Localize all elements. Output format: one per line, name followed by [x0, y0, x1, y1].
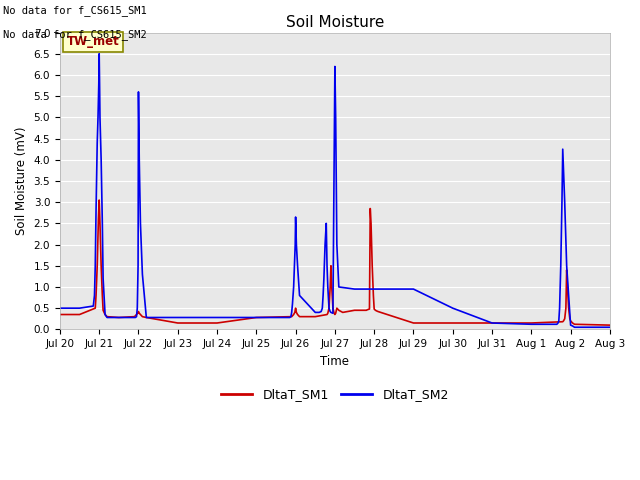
- DltaT_SM1: [312, 314, 319, 320]
- DltaT_SM2: [333, 242, 340, 248]
- DltaT_SM1: [369, 293, 377, 299]
- DltaT_SM1: [56, 312, 64, 317]
- DltaT_SM2: [92, 208, 100, 214]
- DltaT_SM1: [95, 197, 103, 203]
- Legend: DltaT_SM1, DltaT_SM2: DltaT_SM1, DltaT_SM2: [216, 383, 454, 406]
- DltaT_SM2: [129, 314, 136, 320]
- Line: DltaT_SM1: DltaT_SM1: [60, 200, 610, 325]
- DltaT_SM2: [99, 220, 106, 226]
- X-axis label: Time: Time: [321, 355, 349, 368]
- DltaT_SM2: [321, 242, 329, 248]
- Text: No data for f_CS615_SM2: No data for f_CS615_SM2: [3, 29, 147, 40]
- Text: TW_met: TW_met: [67, 36, 120, 48]
- DltaT_SM2: [56, 305, 64, 311]
- DltaT_SM1: [328, 284, 335, 290]
- DltaT_SM2: [95, 51, 103, 57]
- DltaT_SM1: [606, 322, 614, 328]
- Title: Soil Moisture: Soil Moisture: [285, 15, 384, 30]
- DltaT_SM2: [410, 286, 417, 292]
- DltaT_SM1: [288, 314, 296, 320]
- DltaT_SM2: [571, 324, 579, 330]
- DltaT_SM2: [606, 324, 614, 330]
- DltaT_SM1: [95, 216, 102, 222]
- Text: No data for f_CS615_SM1: No data for f_CS615_SM1: [3, 5, 147, 16]
- DltaT_SM1: [131, 314, 138, 320]
- Y-axis label: Soil Moisture (mV): Soil Moisture (mV): [15, 127, 28, 235]
- Line: DltaT_SM2: DltaT_SM2: [60, 54, 610, 327]
